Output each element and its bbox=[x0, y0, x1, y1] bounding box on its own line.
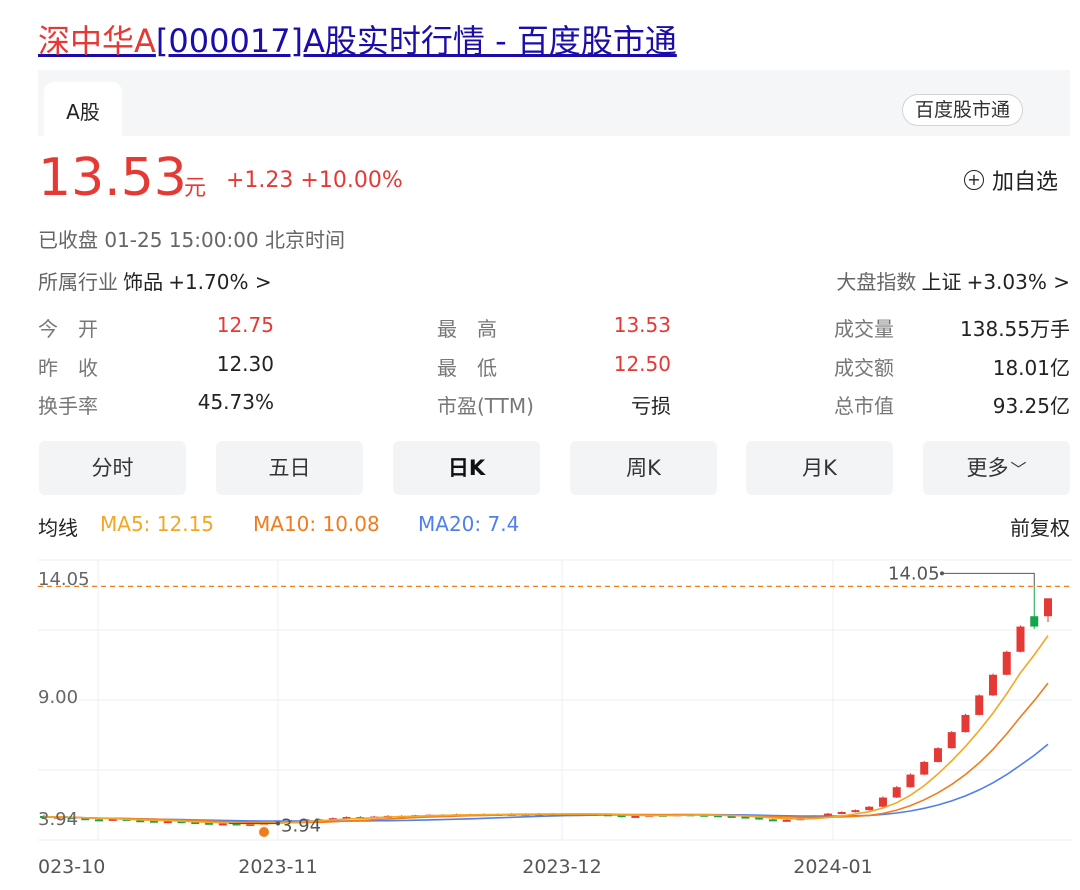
candle-body bbox=[713, 815, 722, 818]
prev-close-value: 12.30 bbox=[216, 352, 274, 376]
stat-label: 最 低 bbox=[437, 356, 497, 380]
source-badge[interactable]: 百度股市通 bbox=[902, 94, 1024, 126]
stat-label: 成交量 bbox=[834, 317, 894, 341]
candle-body bbox=[150, 820, 159, 823]
candle-body bbox=[975, 695, 984, 715]
candle-body bbox=[177, 821, 186, 824]
candle-body bbox=[782, 819, 791, 822]
candle-body bbox=[906, 774, 915, 788]
industry-link[interactable]: 所属行业 饰品 +1.70% > bbox=[38, 270, 272, 294]
pe-value: 亏损 bbox=[631, 394, 671, 418]
x-tick-label: 2023-11 bbox=[238, 856, 317, 878]
candle-body bbox=[246, 823, 255, 826]
candle-body bbox=[342, 817, 351, 820]
candle-body bbox=[947, 732, 956, 749]
tab-more[interactable]: 更多 ﹀ bbox=[923, 441, 1070, 495]
low-value: 12.50 bbox=[613, 352, 671, 376]
tab-monthly-k[interactable]: 月K bbox=[746, 441, 893, 495]
candle-body bbox=[218, 823, 227, 826]
candle-body bbox=[1002, 651, 1011, 675]
market-cap-value: 93.25亿 bbox=[992, 394, 1070, 418]
stat-label: 总市值 bbox=[834, 394, 894, 418]
y-tick-label: 14.05 bbox=[38, 569, 90, 590]
tab-daily-k[interactable]: 日K bbox=[393, 441, 540, 495]
stat-label: 昨 收 bbox=[38, 356, 98, 380]
candle-body bbox=[1044, 598, 1052, 617]
tab-intraday[interactable]: 分时 bbox=[39, 441, 186, 495]
high-marker-leader bbox=[942, 572, 1035, 587]
candle-body bbox=[823, 813, 832, 816]
y-tick-label: 3.94 bbox=[38, 809, 78, 830]
candle-body bbox=[81, 818, 90, 821]
candle-body bbox=[892, 787, 901, 798]
candle-body bbox=[1016, 626, 1025, 652]
turnover-amount-value: 18.01亿 bbox=[992, 356, 1070, 380]
high-marker-dot bbox=[940, 571, 944, 576]
adjust-mode-button[interactable]: 前复权 bbox=[1010, 516, 1070, 540]
ma20-line bbox=[43, 743, 1049, 822]
high-value: 13.53 bbox=[613, 313, 671, 337]
ma-label: 均线 bbox=[38, 516, 78, 540]
volume-value: 138.55万手 bbox=[960, 317, 1070, 341]
candle-body bbox=[988, 674, 997, 696]
y-tick-label: 9.00 bbox=[38, 687, 78, 708]
candlestick-chart[interactable]: 14.05 3.94 14.05 9.00 3.94 023-10 2023-11 2023-… bbox=[38, 555, 1072, 890]
candle-body bbox=[961, 714, 970, 733]
open-value: 12.75 bbox=[216, 313, 274, 337]
x-tick-label: 023-10 bbox=[38, 856, 105, 878]
high-marker-label: 14.05 bbox=[888, 563, 940, 584]
plus-circle-icon: + bbox=[964, 170, 984, 190]
tab-a-share[interactable]: A股 bbox=[44, 82, 122, 136]
candle-body bbox=[191, 822, 200, 825]
market-status: 已收盘 01-25 15:00:00 北京时间 bbox=[38, 228, 346, 252]
low-marker-dot bbox=[276, 821, 280, 826]
stat-label: 今 开 bbox=[38, 317, 98, 341]
candle-body bbox=[741, 816, 750, 819]
candle-body bbox=[163, 821, 172, 824]
event-marker-dot bbox=[259, 827, 269, 837]
candle-body bbox=[108, 818, 117, 821]
stat-label: 换手率 bbox=[38, 394, 98, 418]
candle-body bbox=[727, 815, 736, 818]
candle-body bbox=[1030, 616, 1039, 627]
candle-body bbox=[768, 819, 777, 822]
market-index-link[interactable]: 大盘指数 上证 +3.03% > bbox=[836, 270, 1070, 294]
candle-body bbox=[95, 819, 104, 822]
price-unit: 元 bbox=[184, 176, 207, 201]
ma20-value: MA20: 7.4 bbox=[418, 512, 520, 536]
turnover-rate-value: 45.73% bbox=[197, 390, 274, 414]
page-title[interactable]: 深中华A[000017]A股实时行情 - 百度股市通 bbox=[38, 22, 677, 60]
current-price: 13.53 bbox=[38, 148, 187, 208]
candle-body bbox=[617, 814, 626, 818]
x-tick-label: 2023-12 bbox=[522, 856, 601, 878]
price-change: +1.23 +10.00% bbox=[226, 168, 403, 193]
add-watchlist-button[interactable]: + 加自选 bbox=[964, 164, 1058, 196]
candle-body bbox=[920, 761, 929, 775]
candle-body bbox=[851, 810, 860, 813]
candle-body bbox=[865, 806, 874, 811]
market-tab-bar bbox=[38, 70, 1070, 136]
ma5-value: MA5: 12.15 bbox=[100, 512, 215, 536]
stat-label: 市盈(TTM) bbox=[437, 394, 534, 418]
candle-body bbox=[631, 815, 640, 818]
tab-weekly-k[interactable]: 周K bbox=[570, 441, 717, 495]
ma5-line bbox=[43, 635, 1049, 825]
x-tick-label: 2024-01 bbox=[793, 856, 872, 878]
candle-body bbox=[878, 797, 887, 807]
candle-body bbox=[933, 748, 942, 762]
candle-body bbox=[837, 812, 846, 814]
low-marker-label: 3.94 bbox=[281, 815, 321, 836]
ma10-value: MA10: 10.08 bbox=[253, 512, 380, 536]
chevron-down-icon: ﹀ bbox=[1010, 460, 1027, 479]
candle-body bbox=[205, 822, 214, 825]
stat-label: 最 高 bbox=[437, 317, 497, 341]
candle-body bbox=[232, 823, 241, 826]
stat-label: 成交额 bbox=[834, 356, 894, 380]
candle-body bbox=[755, 817, 764, 820]
tab-five-day[interactable]: 五日 bbox=[216, 441, 363, 495]
candle-body bbox=[136, 820, 145, 823]
